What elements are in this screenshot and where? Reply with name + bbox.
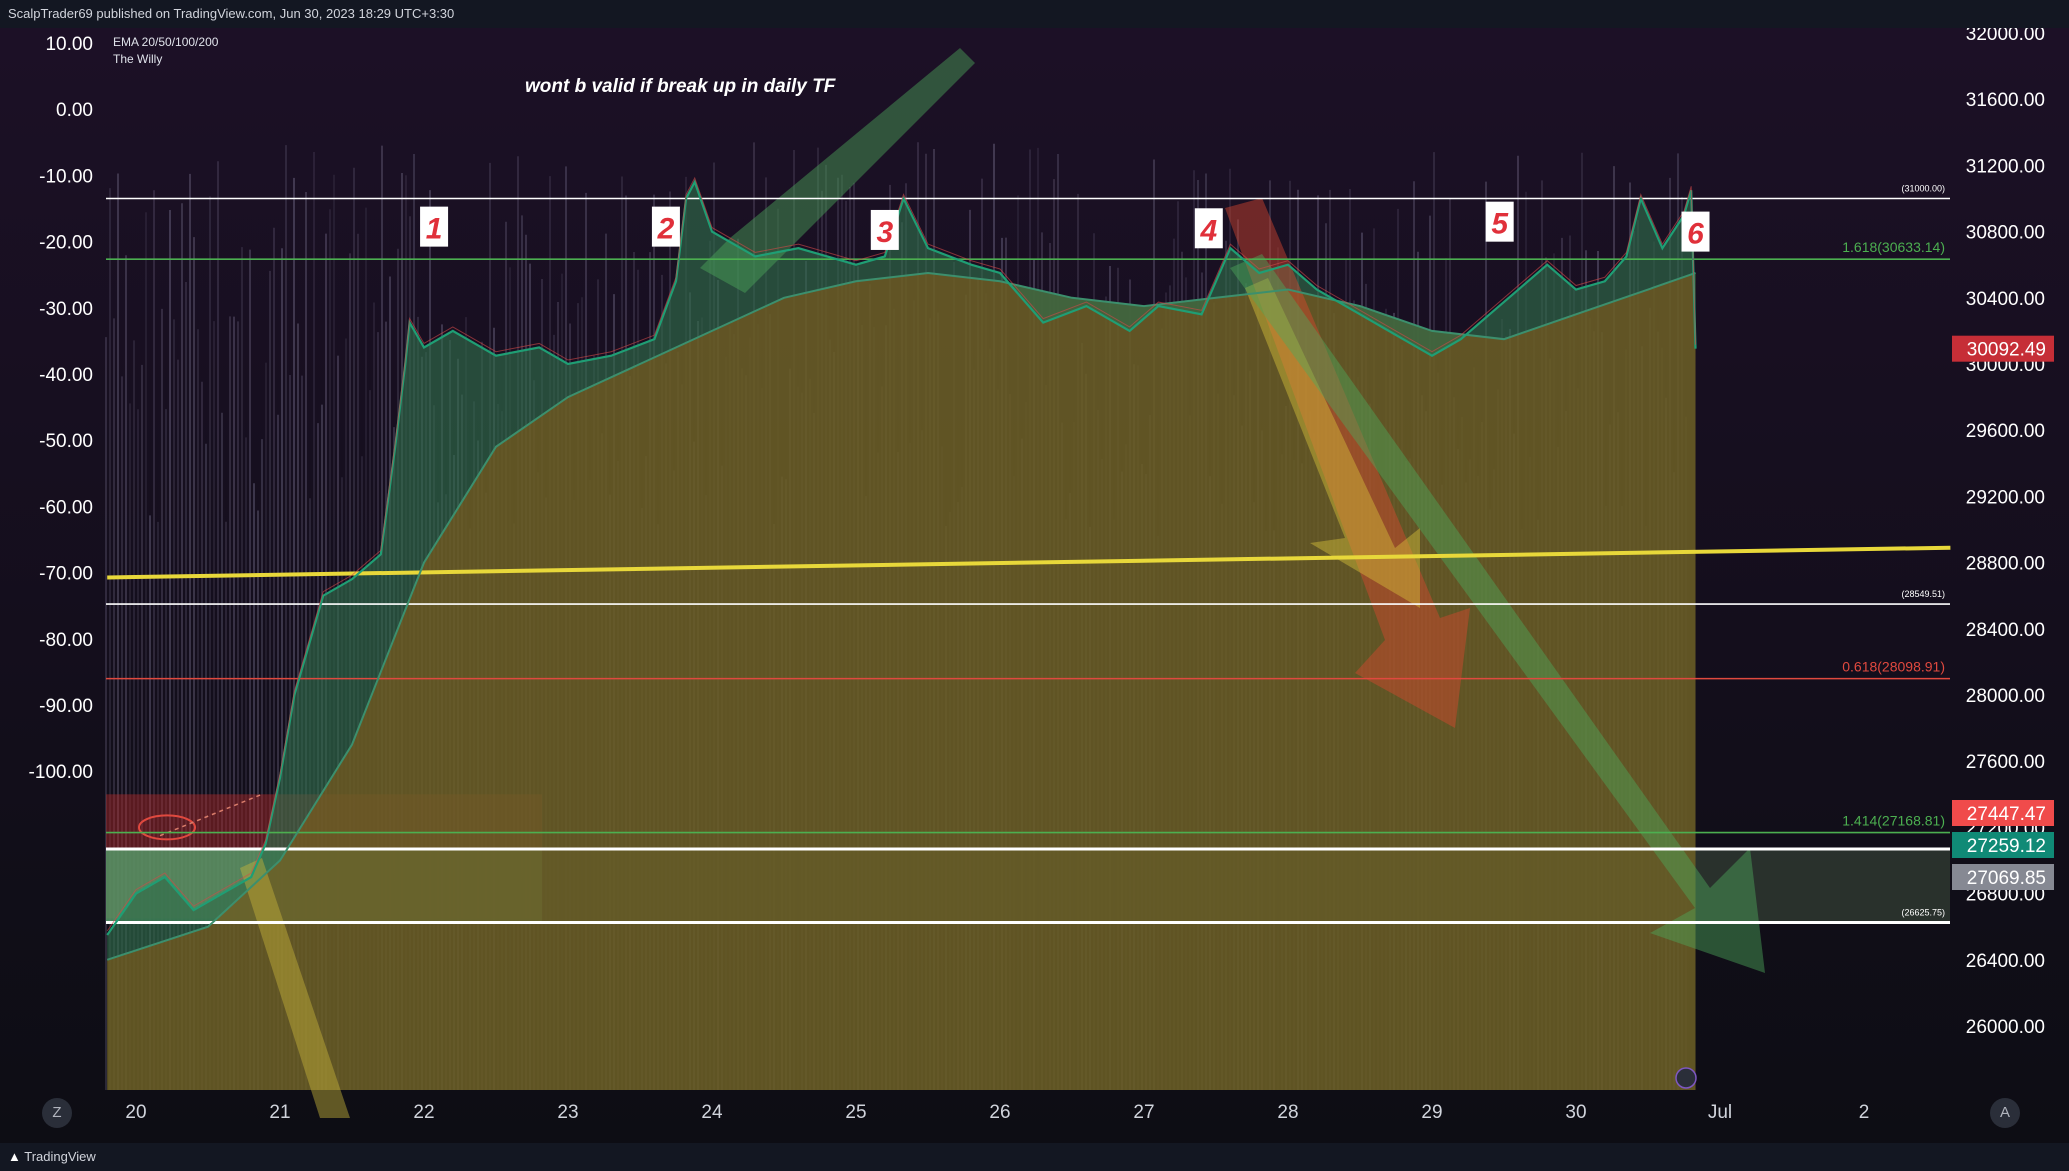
footer-bar: ▲ TradingView (0, 1143, 2069, 1171)
right-tick-label: 28400.00 (1966, 620, 2045, 641)
price-chart[interactable]: (31000.00) 1.618(30633.14) (28549.51) 0.618… (0, 28, 2069, 1143)
x-tick-label: 28 (1277, 1102, 1298, 1123)
right-tick-label: 26000.00 (1966, 1017, 2045, 1038)
series-lines (106, 176, 1951, 961)
yellow-arrow (1245, 278, 1420, 608)
price-line (106, 179, 1697, 936)
right-tick-label: 26400.00 (1966, 951, 2045, 972)
x-tick-label: 22 (413, 1102, 434, 1123)
chart-annotation: wont b valid if break up in daily TF (525, 76, 836, 97)
lightning-icon (1675, 1067, 1697, 1089)
touch-label-box (870, 209, 899, 250)
touch-label: 3 (876, 216, 893, 249)
left-tick-label: -70.00 (39, 564, 93, 585)
price-tag-box (1952, 800, 2054, 826)
x-tick-label: Jul (1708, 1102, 1732, 1123)
left-tick-label: 10.00 (45, 34, 93, 55)
right-tick-label: 31200.00 (1966, 156, 2045, 177)
right-tick-label: 30800.00 (1966, 223, 2045, 244)
left-tick-label: -50.00 (39, 431, 93, 452)
touch-label: 6 (1687, 218, 1704, 251)
x-tick-label: 26 (989, 1102, 1010, 1123)
level-label: (28549.51) (1901, 589, 1945, 599)
price-tag-label: 27447.47 (1967, 804, 2046, 825)
indicator-legend: EMA 20/50/100/200 The Willy (113, 34, 218, 68)
touch-label-box (651, 206, 680, 247)
touch-label: 5 (1491, 208, 1509, 241)
auto-scale-button[interactable]: A (1990, 1098, 2020, 1128)
left-tick-label: -10.00 (39, 166, 93, 187)
level-label: 1.414(27168.81) (1842, 813, 1945, 829)
x-tick-label: 29 (1421, 1102, 1442, 1123)
touch-labels: 1 2 3 4 5 6 (420, 201, 1710, 252)
drawn-arrows (159, 48, 1765, 1118)
zoom-button[interactable]: Z (42, 1098, 72, 1128)
x-tick-label: 23 (557, 1102, 578, 1123)
right-tick-label: 31600.00 (1966, 90, 2045, 111)
touch-label-box (1681, 211, 1710, 252)
x-tick-label: 21 (269, 1102, 290, 1123)
legend-willy[interactable]: The Willy (113, 52, 163, 66)
legend-ema[interactable]: EMA 20/50/100/200 (113, 35, 219, 49)
left-tick-label: -90.00 (39, 696, 93, 717)
circle-marker (138, 814, 196, 841)
level-label: 0.618(28098.91) (1842, 659, 1945, 675)
dashed-line (159, 793, 263, 837)
yellow-trendline (107, 545, 1951, 580)
x-tick-label: 25 (845, 1102, 866, 1123)
touch-label: 2 (657, 213, 675, 246)
ema-area-fill (107, 272, 1696, 1091)
axes: 20 21 22 23 24 25 26 27 28 29 30 Jul 210.000.00-10.0… (29, 28, 2054, 1123)
right-tick-label: 28000.00 (1966, 686, 2045, 707)
right-tick-label: 29600.00 (1966, 421, 2045, 442)
touch-label: 4 (1199, 214, 1217, 247)
left-tick-label: -20.00 (39, 233, 93, 254)
tradingview-logo-icon: ▲ (8, 1149, 21, 1164)
price-tag-label: 27259.12 (1967, 836, 2046, 857)
price-ema-band (107, 181, 1696, 960)
area-fills (107, 181, 1696, 1091)
x-tick-label: 2 (1859, 1102, 1870, 1123)
right-tick-label: 32000.00 (1966, 28, 2045, 45)
x-tick-label: 27 (1133, 1102, 1154, 1123)
left-tick-label: -30.00 (39, 299, 93, 320)
left-tick-label: -60.00 (39, 497, 93, 518)
right-tick-label: 28800.00 (1966, 554, 2045, 575)
green-arrow (1230, 254, 1765, 973)
red-arrow (1225, 198, 1470, 728)
level-label: (31000.00) (1901, 184, 1945, 194)
price-tag-label: 27069.85 (1967, 868, 2046, 889)
x-tick-label: 20 (125, 1102, 146, 1123)
price-tag-label: 30092.49 (1967, 340, 2046, 361)
price-tag-box (1952, 832, 2054, 858)
x-tick-label: 30 (1565, 1102, 1586, 1123)
left-tick-label: -100.00 (29, 762, 93, 783)
right-tick-label: 30400.00 (1966, 289, 2045, 310)
right-tick-label: 27600.00 (1966, 752, 2045, 773)
left-tick-label: -40.00 (39, 365, 93, 386)
publisher-bar: ScalpTrader69 published on TradingView.c… (0, 0, 2069, 28)
left-tick-label: 0.00 (56, 100, 93, 121)
touch-label: 1 (426, 213, 443, 246)
right-tick-label: 29200.00 (1966, 487, 2045, 508)
ema-line (106, 271, 1696, 961)
touch-label-box (420, 206, 449, 247)
touch-label-box (1194, 208, 1223, 249)
price-tag-box (1952, 864, 2054, 890)
level-label: (26625.75) (1901, 907, 1945, 917)
publisher-text: ScalpTrader69 published on TradingView.c… (8, 6, 455, 21)
candle-wicks (106, 176, 1697, 932)
green-arrow-up (700, 48, 975, 293)
footer-brand: TradingView (24, 1149, 96, 1164)
left-tick-label: -80.00 (39, 630, 93, 651)
level-label: 1.618(30633.14) (1842, 239, 1945, 255)
price-tag-box (1952, 335, 2054, 362)
touch-label-box (1485, 201, 1514, 242)
x-tick-label: 24 (701, 1102, 723, 1123)
